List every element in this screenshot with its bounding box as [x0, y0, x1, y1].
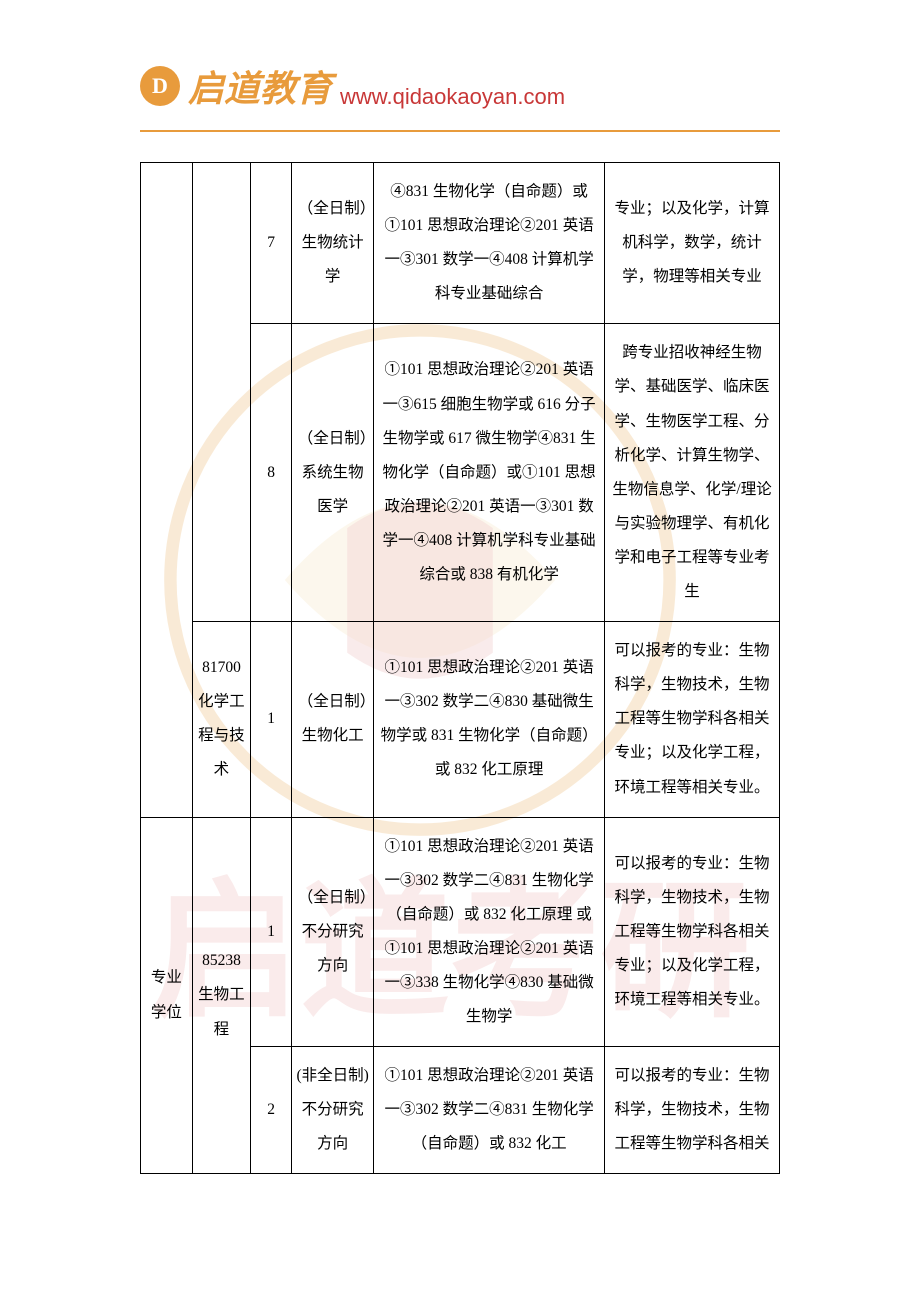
table-row: 81700 化学工程与技术 1 （全日制）生物化工 ①101 思想政治理论②20… [141, 622, 780, 817]
cell-note: 专业；以及化学，计算机科学，数学，统计学，物理等相关专业 [605, 163, 780, 324]
cell-degree-type-empty [141, 163, 193, 818]
cell-major-code-empty [192, 163, 250, 622]
cell-program: （全日制）不分研究方向 [292, 817, 374, 1047]
cell-note: 跨专业招收神经生物学、基础医学、临床医学、生物医学工程、分析化学、计算生物学、生… [605, 324, 780, 622]
cell-seq: 1 [251, 817, 292, 1047]
cell-exam: ①101 思想政治理论②201 英语一③615 细胞生物学或 616 分子生物学… [374, 324, 605, 622]
cell-major-code: 81700 化学工程与技术 [192, 622, 250, 817]
header-url: www.qidaokaoyan.com [340, 84, 565, 112]
cell-seq: 7 [251, 163, 292, 324]
cell-program: (非全日制) 不分研究方向 [292, 1047, 374, 1174]
cell-note: 可以报考的专业：生物科学，生物技术，生物工程等生物学科各相关专业；以及化学工程，… [605, 817, 780, 1047]
header-underline [140, 130, 780, 132]
cell-note: 可以报考的专业：生物科学，生物技术，生物工程等生物学科各相关专业；以及化学工程，… [605, 622, 780, 817]
cell-major-code: 85238 生物工程 [192, 817, 250, 1174]
cell-seq: 8 [251, 324, 292, 622]
cell-seq: 2 [251, 1047, 292, 1174]
cell-program: （全日制）系统生物医学 [292, 324, 374, 622]
logo-icon: D [140, 66, 180, 106]
cell-exam: ④831 生物化学（自命题）或①101 思想政治理论②201 英语一③301 数… [374, 163, 605, 324]
cell-degree-type: 专业学位 [141, 817, 193, 1174]
cell-seq: 1 [251, 622, 292, 817]
table-row: 专业学位 85238 生物工程 1 （全日制）不分研究方向 ①101 思想政治理… [141, 817, 780, 1047]
cell-exam: ①101 思想政治理论②201 英语一③302 数学二④831 生物化学（自命题… [374, 817, 605, 1047]
cell-exam: ①101 思想政治理论②201 英语一③302 数学二④830 基础微生物学或 … [374, 622, 605, 817]
cell-program: （全日制）生物化工 [292, 622, 374, 817]
page-header: D 启道教育 www.qidaokaoyan.com [140, 60, 780, 112]
table-row: 7 （全日制）生物统计学 ④831 生物化学（自命题）或①101 思想政治理论②… [141, 163, 780, 324]
cell-exam: ①101 思想政治理论②201 英语一③302 数学二④831 生物化学（自命题… [374, 1047, 605, 1174]
program-table: 7 （全日制）生物统计学 ④831 生物化学（自命题）或①101 思想政治理论②… [140, 162, 780, 1174]
logo-text: 启道教育 [188, 60, 332, 112]
logo-area: D 启道教育 [140, 60, 332, 112]
cell-note: 可以报考的专业：生物科学，生物技术，生物工程等生物学科各相关 [605, 1047, 780, 1174]
cell-program: （全日制）生物统计学 [292, 163, 374, 324]
